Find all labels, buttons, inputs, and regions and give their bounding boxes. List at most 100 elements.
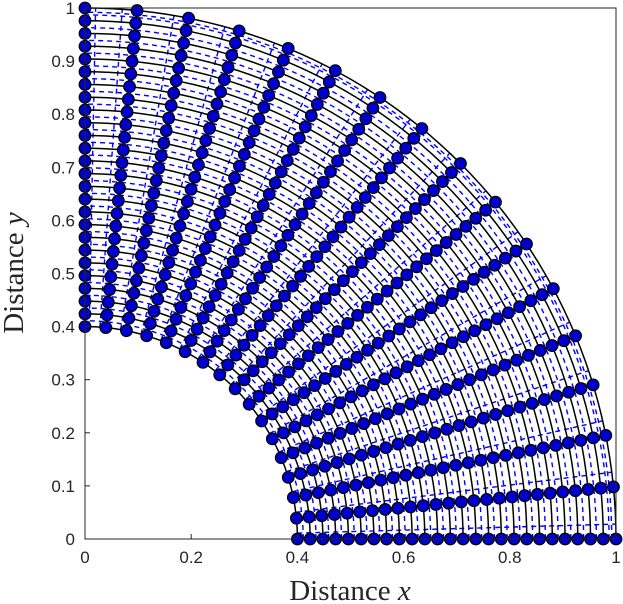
x-tick-label: 1 [611,548,620,567]
mesh-node-point [189,265,202,279]
mesh-node-point [121,92,135,106]
mesh-node-point [329,365,343,378]
mesh-node-point [342,452,356,466]
mesh-node-point [378,503,392,516]
dashed-radial-line [295,471,612,513]
mesh-node-point [480,493,494,506]
mesh-node-point [316,175,330,189]
mesh-node-point [374,473,388,487]
mesh-node-point [489,408,502,421]
mesh-node-point [182,11,195,25]
mesh-node-point [147,186,161,200]
mesh-node-point [169,231,183,245]
mesh-node-point [366,101,380,115]
mesh-node-point [217,73,231,87]
x-ticks: 0 0.2 0.4 0.6 0.8 1 [80,534,621,567]
mesh-node-point [110,207,124,220]
mesh-node-point [467,272,480,286]
mesh-node-point [574,433,588,447]
mesh-node-point [125,299,138,313]
mesh-node-point [172,61,186,75]
mesh-node-point [400,360,414,374]
mesh-node-point [490,312,504,326]
mesh-node-point [439,236,453,249]
mesh-node-point [586,431,600,445]
mesh-node-point [206,109,220,123]
mesh-node-point [366,504,379,518]
mesh-node-point [253,271,267,285]
mesh-node-point [351,308,364,322]
mesh-node-point [498,251,512,265]
mesh-node-point [262,381,276,395]
mesh-node-point [380,284,394,298]
mesh-node-point [569,484,582,498]
mesh-node-point [353,505,367,519]
x-axis-label-text: Distance [289,575,390,604]
mesh-node-point [464,415,478,429]
mesh-node-point [167,86,181,100]
mesh-node-point [199,134,213,148]
mesh-node-point [445,166,458,179]
mesh-node-point [311,341,325,355]
mesh-node-point [256,199,270,212]
mesh-node-point [139,224,153,238]
mesh-node-point [302,260,316,273]
mesh-node-point [137,236,151,250]
dashed-arc-line [84,128,496,540]
mesh-node-point [190,322,204,336]
mesh-node-point [344,390,358,404]
mesh-node-point [286,446,300,460]
mesh-node-point [380,407,394,421]
mesh-node-point [361,476,375,490]
mesh-node-point [342,210,356,224]
mesh-node-point [140,329,154,343]
mesh-node-point [106,245,120,258]
mesh-node-point [486,363,500,377]
mesh-node-point [162,256,176,269]
x-axis-label-variable: x [397,575,411,604]
mesh-node-point [469,211,483,225]
mesh-node-point [310,408,324,422]
mesh-node-point [246,364,260,378]
mesh-node-point [427,184,440,197]
mesh-node-point [267,77,280,91]
mesh-node-point [203,230,217,244]
mesh-node-point [537,393,551,407]
mesh-node-point [255,414,269,428]
dashed-radial-line [160,42,276,341]
mesh-node-point [390,276,404,290]
mesh-node-point [244,221,258,235]
mesh-node-point [242,397,256,411]
mesh-node-point [345,422,359,435]
mesh-node-point [449,458,463,472]
mesh-node-point [423,348,437,362]
y-tick-label: 0.9 [51,52,75,71]
mesh-node-point [382,329,396,343]
mesh-node-point [125,54,139,68]
mesh-node-point [355,384,369,398]
mesh-node-point [232,24,246,38]
mesh-node-point [308,379,321,393]
dashed-radial-line [230,152,451,386]
mesh-node-point [281,228,295,242]
dashed-radial-line [99,9,123,328]
dashed-radial-line [278,321,570,453]
mesh-node-point [445,287,459,300]
mesh-node-point [420,252,433,266]
mesh-node-point [386,471,400,485]
mesh-node-point [143,317,157,330]
x-tick-label: 0.6 [392,548,416,567]
mesh-node-point [196,311,210,325]
mesh-node-point [195,146,209,160]
dashed-arc-line [84,141,483,540]
mesh-node-point [334,220,348,234]
mesh-node-point [238,232,252,246]
mesh-node-point [147,304,161,318]
mesh-node-point [439,383,453,396]
mesh-node-point [390,220,404,234]
mesh-node-point [345,265,359,279]
y-tick-label: 0.3 [51,371,75,390]
x-tick-label: 0.8 [498,548,522,567]
mesh-node-point [260,260,274,274]
x-tick-label: 0.2 [179,548,203,567]
